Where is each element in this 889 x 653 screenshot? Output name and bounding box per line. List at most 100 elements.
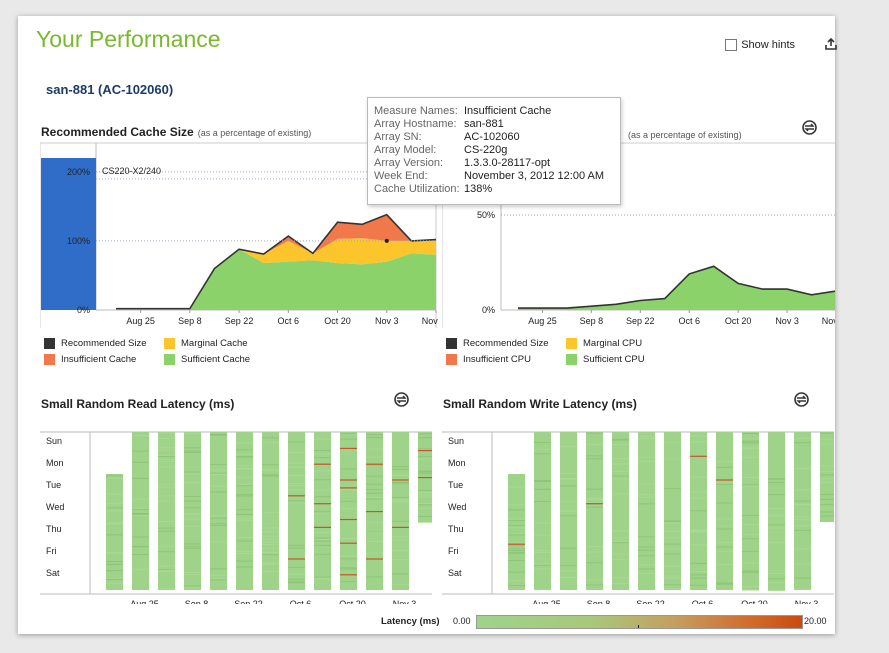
latency-cell bbox=[664, 442, 681, 444]
latency-cell bbox=[418, 437, 432, 439]
hover-point[interactable] bbox=[384, 238, 389, 243]
latency-cell bbox=[184, 543, 201, 545]
latency-cell bbox=[210, 524, 227, 526]
latency-cell bbox=[236, 566, 253, 568]
legend-swatch bbox=[446, 354, 457, 365]
week-column[interactable] bbox=[742, 432, 759, 590]
latency-cell bbox=[690, 574, 707, 576]
day-label: Wed bbox=[46, 502, 64, 512]
latency-cell bbox=[508, 552, 525, 554]
high-latency-cell bbox=[392, 526, 409, 528]
week-column[interactable] bbox=[638, 432, 655, 590]
latency-cell bbox=[664, 520, 681, 522]
latency-cell bbox=[742, 438, 759, 440]
cpu-chart[interactable]: 0% 50% Aug 25 Sep 8 Sep 22 Oct 6 Oct 20 Nov 3 No… bbox=[442, 142, 835, 328]
latency-cell bbox=[392, 468, 409, 470]
latency-cell bbox=[664, 577, 681, 579]
high-latency-cell bbox=[314, 503, 331, 505]
week-column[interactable] bbox=[236, 432, 253, 590]
latency-cell bbox=[820, 443, 834, 445]
week-column[interactable] bbox=[210, 432, 227, 590]
latency-cell bbox=[132, 568, 149, 570]
cache-chart[interactable]: 0% 100% 200% Aug 25 Sep 8 Sep 22 Oct 6 Oct 20 No… bbox=[40, 142, 440, 328]
latency-cell bbox=[586, 443, 603, 445]
latency-cell bbox=[210, 579, 227, 581]
latency-cell bbox=[106, 475, 123, 477]
latency-cell bbox=[638, 438, 655, 440]
latency-cell bbox=[664, 543, 681, 545]
x-tick-label: Oct 20 bbox=[741, 599, 768, 604]
week-column[interactable] bbox=[586, 432, 603, 590]
latency-cell bbox=[262, 547, 279, 549]
legend-label: Insufficient Cache bbox=[61, 354, 137, 365]
latency-cell bbox=[392, 573, 409, 575]
week-column[interactable] bbox=[612, 432, 629, 590]
latency-cell bbox=[106, 561, 123, 563]
cache-legend: Recommended Size Marginal Cache Insuffic… bbox=[44, 338, 284, 365]
recommended-size-line[interactable] bbox=[116, 213, 437, 310]
latency-cell bbox=[158, 447, 175, 449]
latency-cell bbox=[508, 552, 525, 554]
latency-cell bbox=[690, 544, 707, 546]
latency-cell bbox=[158, 460, 175, 462]
legend-recommended-size: Recommended Size bbox=[44, 338, 164, 349]
tooltip-value: 138% bbox=[464, 183, 493, 195]
week-column[interactable] bbox=[392, 432, 409, 590]
week-column[interactable] bbox=[106, 474, 123, 590]
high-latency-cell bbox=[340, 487, 357, 489]
week-column[interactable] bbox=[534, 432, 551, 590]
latency-cell bbox=[612, 542, 629, 544]
latency-cell bbox=[820, 432, 834, 434]
week-column[interactable] bbox=[716, 432, 733, 590]
latency-cell bbox=[586, 488, 603, 490]
latency-cell bbox=[106, 578, 123, 580]
latency-cell bbox=[184, 471, 201, 473]
area-sufficient-cpu[interactable] bbox=[518, 266, 835, 310]
area-sufficient-cache[interactable] bbox=[116, 249, 436, 310]
week-column[interactable] bbox=[158, 432, 175, 590]
latency-cell bbox=[612, 583, 629, 585]
latency-cell bbox=[262, 538, 279, 540]
latency-cell bbox=[158, 527, 175, 529]
week-column[interactable] bbox=[262, 432, 279, 590]
latency-cell bbox=[508, 509, 525, 511]
latency-cell bbox=[262, 464, 279, 466]
latency-cell bbox=[236, 449, 253, 451]
area-marginal-cache[interactable] bbox=[116, 238, 436, 309]
week-column[interactable] bbox=[288, 432, 305, 590]
latency-cell bbox=[210, 433, 227, 435]
refresh-icon[interactable] bbox=[794, 392, 809, 407]
export-icon[interactable] bbox=[824, 37, 838, 51]
refresh-icon[interactable] bbox=[802, 120, 817, 135]
latency-cell bbox=[262, 554, 279, 556]
latency-cell bbox=[742, 440, 759, 442]
high-latency-cell bbox=[340, 574, 357, 576]
week-column[interactable] bbox=[768, 432, 785, 590]
recommended-size-line[interactable] bbox=[518, 265, 835, 309]
area-insufficient-cache[interactable] bbox=[116, 214, 436, 309]
week-column[interactable] bbox=[184, 432, 201, 590]
high-latency-cell bbox=[288, 495, 305, 497]
tooltip-row: Array SN: AC-102060 bbox=[374, 131, 620, 144]
latency-cell bbox=[690, 584, 707, 586]
latency-cell bbox=[184, 447, 201, 449]
latency-cell bbox=[638, 568, 655, 570]
refresh-icon[interactable] bbox=[394, 392, 409, 407]
week-column[interactable] bbox=[340, 432, 357, 590]
week-column[interactable] bbox=[664, 432, 681, 590]
latency-cell bbox=[262, 437, 279, 439]
x-tick-label: Aug 25 bbox=[528, 316, 557, 326]
week-column[interactable] bbox=[132, 432, 149, 590]
current-size-bar[interactable] bbox=[41, 158, 96, 310]
day-label: Sat bbox=[46, 568, 60, 578]
write-latency-heatmap[interactable]: Sun Mon Tue Wed Thu Fri Sat Aug 25 Sep 8 Sep 22 Oc… bbox=[442, 414, 834, 604]
latency-cell bbox=[210, 474, 227, 476]
latency-color-scale[interactable] bbox=[476, 615, 803, 629]
week-column[interactable] bbox=[794, 432, 811, 590]
show-hints-checkbox[interactable] bbox=[725, 39, 738, 51]
latency-cell bbox=[664, 521, 681, 523]
show-hints-toggle[interactable]: Show hints bbox=[725, 39, 795, 51]
latency-cell bbox=[392, 475, 409, 477]
read-latency-heatmap[interactable]: Sun Mon Tue Wed Thu Fri Sat Aug 25 Sep 8 Sep 22 Oc… bbox=[40, 414, 432, 604]
latency-cell bbox=[742, 485, 759, 487]
